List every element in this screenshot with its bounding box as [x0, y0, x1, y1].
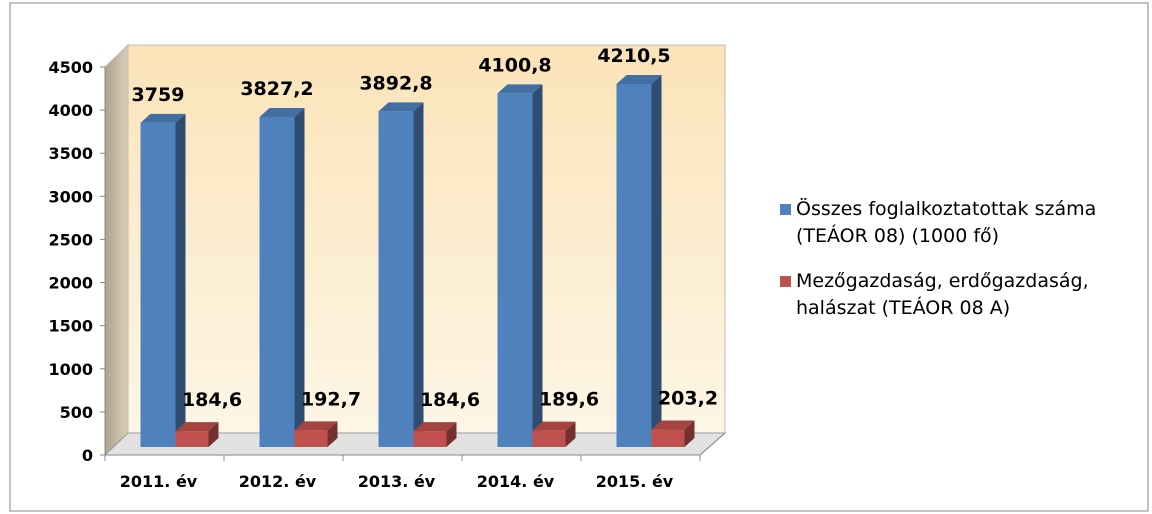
bar: [378, 111, 414, 448]
value-label: 189,6: [539, 389, 599, 411]
bar: [413, 431, 447, 447]
legend-swatch: [780, 276, 791, 287]
bar: [259, 117, 295, 447]
legend: Összes foglalkoztatottak száma (TEÁOR 08…: [780, 196, 1150, 340]
y-tick-label: 1000: [48, 360, 93, 379]
bar: [175, 431, 209, 447]
bar-top: [140, 113, 186, 123]
bar-top: [259, 108, 305, 118]
bar: [532, 430, 566, 447]
y-tick-label: 2000: [48, 274, 93, 293]
bar: [651, 429, 685, 447]
y-tick-label: 2500: [48, 230, 93, 249]
value-label: 3759: [132, 84, 185, 106]
legend-entry: Összes foglalkoztatottak száma (TEÁOR 08…: [780, 196, 1150, 250]
y-tick-label: 4500: [48, 58, 93, 77]
y-tick-label: 3000: [48, 187, 93, 206]
bar-top: [616, 74, 662, 84]
bar-top: [175, 422, 219, 432]
x-tick-label: 2013. év: [358, 472, 436, 491]
bar: [294, 430, 328, 447]
bar-side: [684, 420, 695, 447]
bar: [140, 122, 176, 448]
legend-swatch: [780, 204, 791, 215]
legend-label: Összes foglalkoztatottak száma (TEÁOR 08…: [796, 198, 1097, 247]
value-label: 203,2: [658, 387, 718, 409]
value-label: 4100,8: [478, 54, 551, 76]
bar-top: [651, 420, 695, 430]
bar: [497, 93, 533, 447]
x-tick-label: 2012. év: [239, 472, 317, 491]
bar-top: [413, 422, 457, 432]
x-axis-depth: [699, 432, 726, 456]
value-label: 184,6: [420, 389, 480, 411]
legend-entry: Mezőgazdaság, erdőgazdaság, halászat (TE…: [780, 268, 1150, 322]
bar-side: [532, 84, 543, 447]
bar-top: [497, 84, 543, 94]
bar-top: [532, 421, 576, 431]
bar-side: [327, 421, 338, 447]
value-label: 3827,2: [240, 78, 313, 100]
bar-side: [175, 113, 186, 448]
x-tick-label: 2014. év: [477, 472, 555, 491]
value-label: 3892,8: [359, 72, 432, 94]
legend-label: Mezőgazdaság, erdőgazdaság, halászat (TE…: [796, 270, 1089, 319]
y-tick-label: 500: [60, 403, 93, 422]
bar-top: [378, 102, 424, 112]
bar-side: [294, 108, 305, 447]
x-tick-label: 2015. év: [596, 472, 674, 491]
x-tick-label: 2011. év: [120, 472, 198, 491]
y-tick-label: 3500: [48, 144, 93, 163]
y-tick-label: 1500: [48, 317, 93, 336]
bar-side: [651, 74, 662, 447]
chart-border: [9, 2, 1149, 512]
bar: [616, 83, 652, 447]
bar-side: [565, 421, 576, 447]
y-tick-label: 0: [82, 446, 93, 465]
value-label: 4210,5: [597, 45, 670, 67]
value-label: 184,6: [182, 389, 242, 411]
y-tick-label: 4000: [48, 101, 93, 120]
bar-side: [208, 422, 219, 447]
side-wall: [104, 43, 129, 457]
value-label: 192,7: [301, 388, 361, 410]
bar-side: [446, 422, 457, 447]
bar-top: [294, 421, 338, 431]
bar-side: [413, 102, 424, 448]
